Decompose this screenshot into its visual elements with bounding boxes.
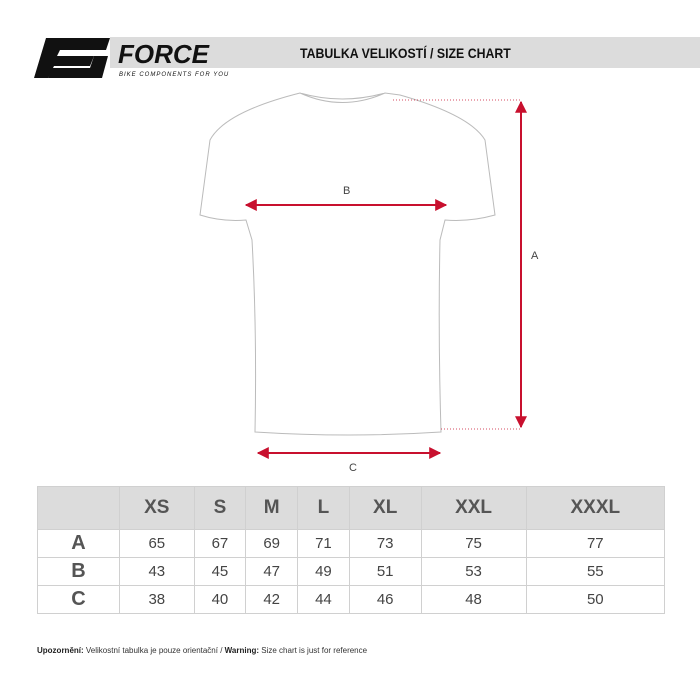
tshirt-diagram: A B C — [199, 92, 539, 474]
label-b: B — [343, 185, 350, 197]
size-table: XS S M L XL XXL XXXL A 65 67 69 71 73 75… — [37, 486, 666, 614]
label-c: C — [349, 462, 357, 474]
table-row: A 65 67 69 71 73 75 77 — [37, 529, 666, 558]
table-row: B 43 45 47 49 51 53 55 — [37, 557, 666, 586]
row-label: B — [37, 557, 120, 586]
warning-en-label: Warning: — [224, 646, 260, 655]
brand-name: FORCE — [118, 39, 209, 69]
column-header: L — [297, 486, 350, 530]
cell: 75 — [420, 529, 527, 558]
footer-warning: Upozornění: Velikostní tabulka je pouze … — [37, 646, 367, 655]
cell: 77 — [525, 529, 666, 558]
column-header: XS — [119, 486, 195, 530]
cell: 73 — [348, 529, 422, 558]
header-bar — [110, 37, 700, 68]
column-header: M — [245, 486, 299, 530]
cell: 51 — [348, 557, 422, 586]
cell: 67 — [193, 529, 247, 558]
cell: 46 — [348, 585, 422, 614]
tshirt-outline — [199, 92, 496, 436]
cell: 43 — [119, 557, 195, 586]
warning-cz-text: Velikostní tabulka je pouze orientační / — [83, 646, 225, 655]
row-label: A — [37, 529, 120, 558]
row-label: C — [37, 585, 120, 614]
cell: 69 — [245, 529, 299, 558]
warning-cz-label: Upozornění: — [37, 646, 84, 655]
cell: 40 — [193, 585, 247, 614]
cell: 71 — [297, 529, 350, 558]
cell: 45 — [193, 557, 247, 586]
cell: 44 — [297, 585, 350, 614]
brand-tagline: BIKE COMPONENTS FOR YOU — [119, 72, 230, 78]
cell: 50 — [525, 585, 666, 614]
cell: 55 — [525, 557, 666, 586]
column-header: S — [193, 486, 247, 530]
cell: 42 — [245, 585, 299, 614]
cell: 49 — [297, 557, 350, 586]
table-header-row: XS S M L XL XXL XXXL — [37, 486, 666, 530]
force-logo-icon — [34, 38, 110, 78]
cell: 47 — [245, 557, 299, 586]
column-header: XL — [348, 486, 422, 530]
column-header: XXXL — [525, 486, 666, 530]
column-header: XXL — [420, 486, 527, 530]
cell: 38 — [119, 585, 195, 614]
page-title: TABULKA VELIKOSTÍ / SIZE CHART — [300, 45, 511, 61]
cell: 48 — [420, 585, 527, 614]
cell: 53 — [420, 557, 527, 586]
label-a: A — [531, 250, 539, 262]
warning-en-text: Size chart is just for reference — [259, 646, 368, 655]
cell: 65 — [119, 529, 195, 558]
table-row: C 38 40 42 44 46 48 50 — [37, 585, 666, 614]
